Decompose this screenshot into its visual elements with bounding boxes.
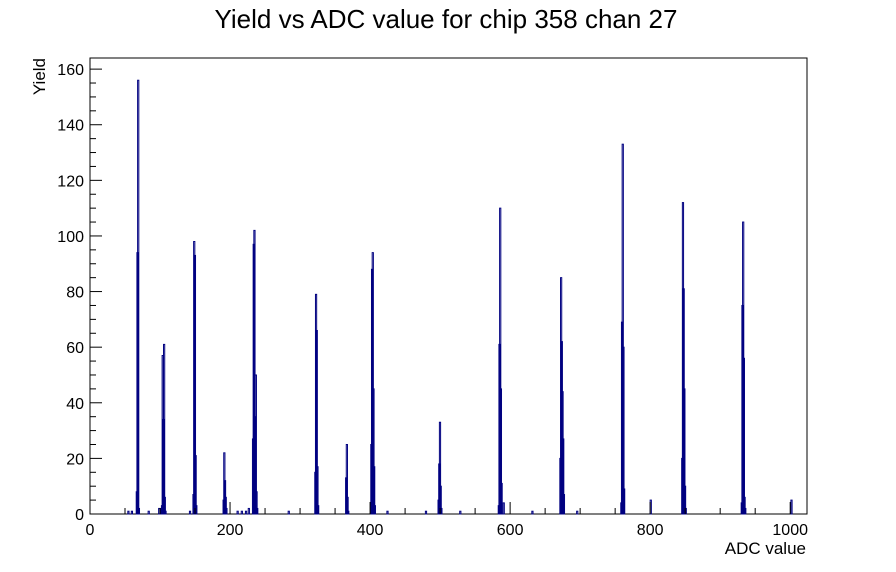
chart-title: Yield vs ADC value for chip 358 chan 27 <box>215 4 678 34</box>
histogram-bin <box>347 510 350 515</box>
histogram-bin <box>127 510 130 515</box>
y-axis: 0 20 40 60 80 100 120 140 160 <box>57 62 102 524</box>
histogram-bin <box>164 510 167 515</box>
histogram-bin <box>195 505 198 515</box>
histogram-bin <box>244 510 248 515</box>
histogram-bin <box>130 510 134 515</box>
histogram-bin <box>287 510 290 515</box>
histogram-bin <box>790 499 793 515</box>
x-axis-label: ADC value <box>725 539 806 558</box>
histogram-bin <box>623 488 626 515</box>
histogram-bin <box>256 507 259 515</box>
y-tick-label: 60 <box>66 340 84 357</box>
x-tick-label: 800 <box>637 522 664 539</box>
histogram-bin <box>386 510 389 515</box>
histogram-bin <box>225 507 228 515</box>
y-tick-label: 120 <box>57 173 84 190</box>
histogram-bin <box>562 494 566 515</box>
histogram-bin <box>440 507 443 515</box>
histogram-bin <box>240 510 243 515</box>
histogram-bin <box>317 505 320 515</box>
histogram-bin <box>502 502 505 515</box>
y-axis-label: Yield <box>30 58 49 95</box>
x-tick-label: 1000 <box>772 522 808 539</box>
histogram-bin <box>247 507 250 515</box>
x-tick-label: 600 <box>497 522 524 539</box>
histogram-bin <box>424 510 428 515</box>
y-tick-label: 140 <box>57 118 84 135</box>
histogram-bin <box>576 510 579 515</box>
y-tick-label: 100 <box>57 229 84 246</box>
plot-frame <box>89 57 808 515</box>
histogram-bin <box>531 510 534 515</box>
histogram-bin <box>137 507 141 515</box>
x-tick-label: 0 <box>86 522 95 539</box>
histogram-bin <box>744 507 747 515</box>
histogram-bin <box>459 510 462 515</box>
x-axis: 0 200 400 600 800 1000 <box>86 502 808 539</box>
y-tick-label: 40 <box>66 396 84 413</box>
plot-area: 0 200 400 600 800 1000 0 20 40 60 80 100 120 140 160 <box>57 57 808 539</box>
x-tick-label: 200 <box>217 522 244 539</box>
histogram-bin <box>188 510 192 515</box>
histogram-bin <box>500 482 503 515</box>
y-tick-label: 80 <box>66 285 84 302</box>
histogram-bin <box>373 505 376 515</box>
histogram-bin <box>236 510 239 515</box>
y-tick-label: 20 <box>66 451 84 468</box>
y-tick-label: 0 <box>75 507 84 524</box>
histogram-series <box>127 79 793 515</box>
y-tick-label: 160 <box>57 62 84 79</box>
x-tick-label: 400 <box>357 522 384 539</box>
histogram-bin <box>147 510 150 515</box>
